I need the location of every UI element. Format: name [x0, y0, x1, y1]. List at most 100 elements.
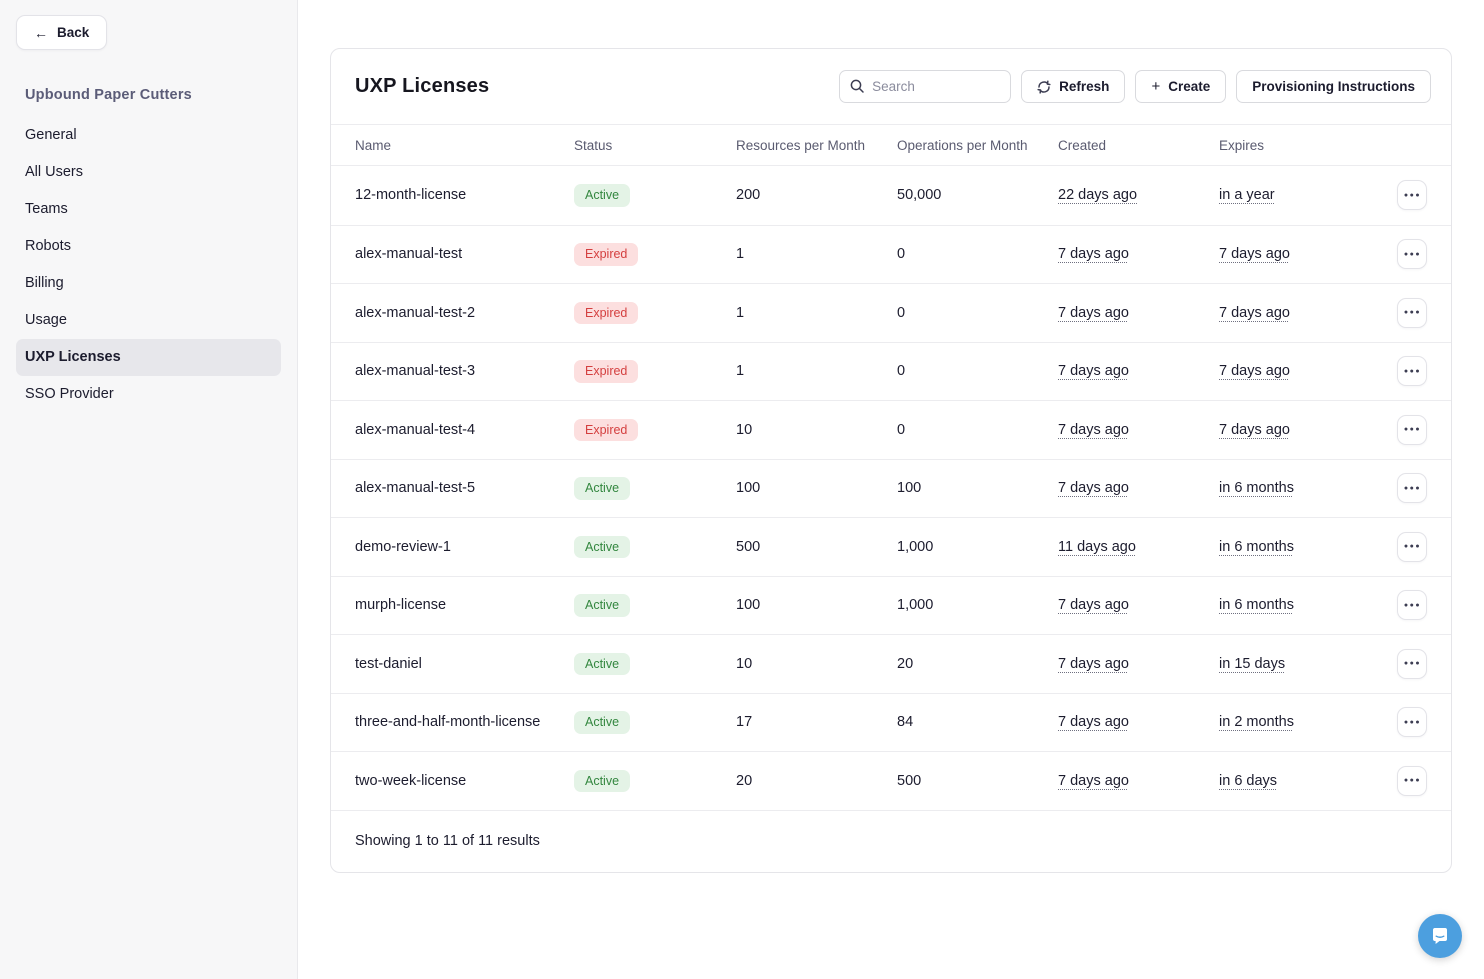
licenses-card: UXP Licenses	[330, 48, 1452, 873]
sidebar-item-general[interactable]: General	[16, 117, 281, 154]
operations-per-month-value: 1,000	[897, 597, 934, 614]
created-value: 7 days ago	[1058, 597, 1129, 614]
page-title: UXP Licenses	[355, 75, 490, 97]
resources-per-month-value: 1	[736, 304, 745, 321]
table-row: murph-license Active 100 1,000 7 days ag…	[331, 575, 1451, 635]
ellipsis-icon: ●●●	[1403, 426, 1422, 434]
create-button-label: Create	[1168, 79, 1211, 94]
operations-per-month-value: 500	[897, 772, 922, 789]
operations-per-month-value: 20	[897, 655, 914, 672]
status-badge: Active	[574, 652, 631, 675]
chat-launcher-button[interactable]	[1418, 914, 1462, 958]
column-header-expires: Expires	[1219, 137, 1265, 153]
sidebar-item-teams[interactable]: Teams	[16, 191, 281, 228]
operations-per-month-value: 0	[897, 421, 906, 438]
row-menu-button[interactable]: ●●●	[1397, 765, 1427, 796]
created-value: 7 days ago	[1058, 421, 1129, 438]
column-header-name: Name	[355, 137, 392, 153]
ellipsis-icon: ●●●	[1403, 309, 1422, 317]
license-name: alex-manual-test	[355, 246, 463, 263]
ellipsis-icon: ●●●	[1403, 777, 1422, 785]
toolbar: Refresh + Create Provisioning Instructio…	[839, 70, 1431, 103]
resources-per-month-value: 20	[736, 772, 753, 789]
expires-value: in 6 months	[1219, 538, 1294, 555]
main-content: UXP Licenses	[298, 0, 1484, 979]
plus-icon: +	[1151, 78, 1161, 95]
resources-per-month-value: 10	[736, 655, 753, 672]
expires-value: in 6 months	[1219, 597, 1294, 614]
license-name: two-week-license	[355, 772, 467, 789]
row-menu-button[interactable]: ●●●	[1397, 297, 1427, 328]
created-value: 7 days ago	[1058, 772, 1129, 789]
expires-value: in 6 months	[1219, 480, 1294, 497]
provisioning-instructions-button[interactable]: Provisioning Instructions	[1236, 70, 1431, 103]
refresh-button[interactable]: Refresh	[1021, 70, 1126, 103]
created-value: 22 days ago	[1058, 187, 1138, 204]
ellipsis-icon: ●●●	[1403, 660, 1422, 668]
search-wrap	[839, 70, 1012, 103]
ellipsis-icon: ●●●	[1403, 191, 1422, 199]
table-row: three-and-half-month-license Active 17 8…	[331, 692, 1451, 752]
created-value: 7 days ago	[1058, 363, 1129, 380]
resources-per-month-value: 500	[736, 538, 761, 555]
row-menu-button[interactable]: ●●●	[1397, 648, 1427, 679]
table-row: alex-manual-test-4 Expired 10 0 7 days a…	[331, 400, 1451, 459]
sidebar-item-usage[interactable]: Usage	[16, 302, 281, 339]
provisioning-instructions-label: Provisioning Instructions	[1252, 79, 1415, 94]
expires-value: 7 days ago	[1219, 363, 1290, 380]
ellipsis-icon: ●●●	[1403, 484, 1422, 492]
status-badge: Active	[574, 594, 631, 617]
table-row: two-week-license Active 20 500 7 days ag…	[331, 751, 1451, 810]
row-menu-button[interactable]: ●●●	[1397, 473, 1427, 504]
row-menu-button[interactable]: ●●●	[1397, 590, 1427, 621]
row-menu-button[interactable]: ●●●	[1397, 180, 1427, 211]
ellipsis-icon: ●●●	[1403, 718, 1422, 726]
row-menu-button[interactable]: ●●●	[1397, 531, 1427, 562]
license-name: murph-license	[355, 597, 447, 614]
row-menu-button[interactable]: ●●●	[1397, 414, 1427, 445]
resources-per-month-value: 100	[736, 597, 761, 614]
expires-value: 7 days ago	[1219, 304, 1290, 321]
sidebar-item-all-users[interactable]: All Users	[16, 154, 281, 191]
create-button[interactable]: + Create	[1135, 70, 1227, 103]
sidebar-item-robots[interactable]: Robots	[16, 228, 281, 265]
row-menu-button[interactable]: ●●●	[1397, 707, 1427, 738]
created-value: 7 days ago	[1058, 480, 1129, 497]
sidebar-item-label: SSO Provider	[25, 386, 114, 402]
created-value: 11 days ago	[1058, 538, 1136, 555]
resources-per-month-value: 1	[736, 246, 745, 263]
license-name: three-and-half-month-license	[355, 714, 541, 731]
expires-value: in 6 days	[1219, 772, 1278, 789]
table-row: alex-manual-test-2 Expired 1 0 7 days ag…	[331, 283, 1451, 342]
sidebar-item-billing[interactable]: Billing	[16, 265, 281, 302]
table-body: 12-month-license Active 200 50,000 22 da…	[331, 166, 1451, 810]
sidebar-item-sso-provider[interactable]: SSO Provider	[16, 376, 281, 413]
table-row: alex-manual-test Expired 1 0 7 days ago …	[331, 224, 1451, 284]
sidebar-item-label: All Users	[25, 164, 84, 180]
license-name: demo-review-1	[355, 538, 451, 555]
expires-value: in 15 days	[1219, 655, 1286, 672]
table-row: demo-review-1 Active 500 1,000 11 days a…	[331, 517, 1451, 576]
sidebar: ← Back Upbound Paper Cutters General All…	[0, 0, 298, 979]
resources-per-month-value: 200	[736, 187, 761, 204]
sidebar-item-uxp-licenses[interactable]: UXP Licenses	[16, 339, 281, 376]
refresh-button-label: Refresh	[1059, 79, 1110, 94]
row-menu-button[interactable]: ●●●	[1397, 239, 1427, 270]
operations-per-month-value: 1,000	[897, 538, 934, 555]
created-value: 7 days ago	[1058, 714, 1129, 731]
operations-per-month-value: 100	[897, 480, 922, 497]
refresh-icon	[1037, 80, 1051, 94]
search-input[interactable]	[839, 70, 1012, 103]
sidebar-nav: General All Users Teams Robots Billing U…	[16, 117, 281, 413]
status-badge: Active	[574, 184, 631, 207]
back-button[interactable]: ← Back	[16, 15, 108, 50]
sidebar-item-label: General	[25, 127, 77, 143]
row-menu-button[interactable]: ●●●	[1397, 356, 1427, 387]
sidebar-item-label: Teams	[25, 201, 68, 217]
operations-per-month-value: 0	[897, 363, 906, 380]
expires-value: in a year	[1219, 187, 1275, 204]
expires-value: 7 days ago	[1219, 421, 1290, 438]
back-button-label: Back	[57, 25, 90, 40]
created-value: 7 days ago	[1058, 655, 1129, 672]
table-row: 12-month-license Active 200 50,000 22 da…	[331, 166, 1451, 225]
